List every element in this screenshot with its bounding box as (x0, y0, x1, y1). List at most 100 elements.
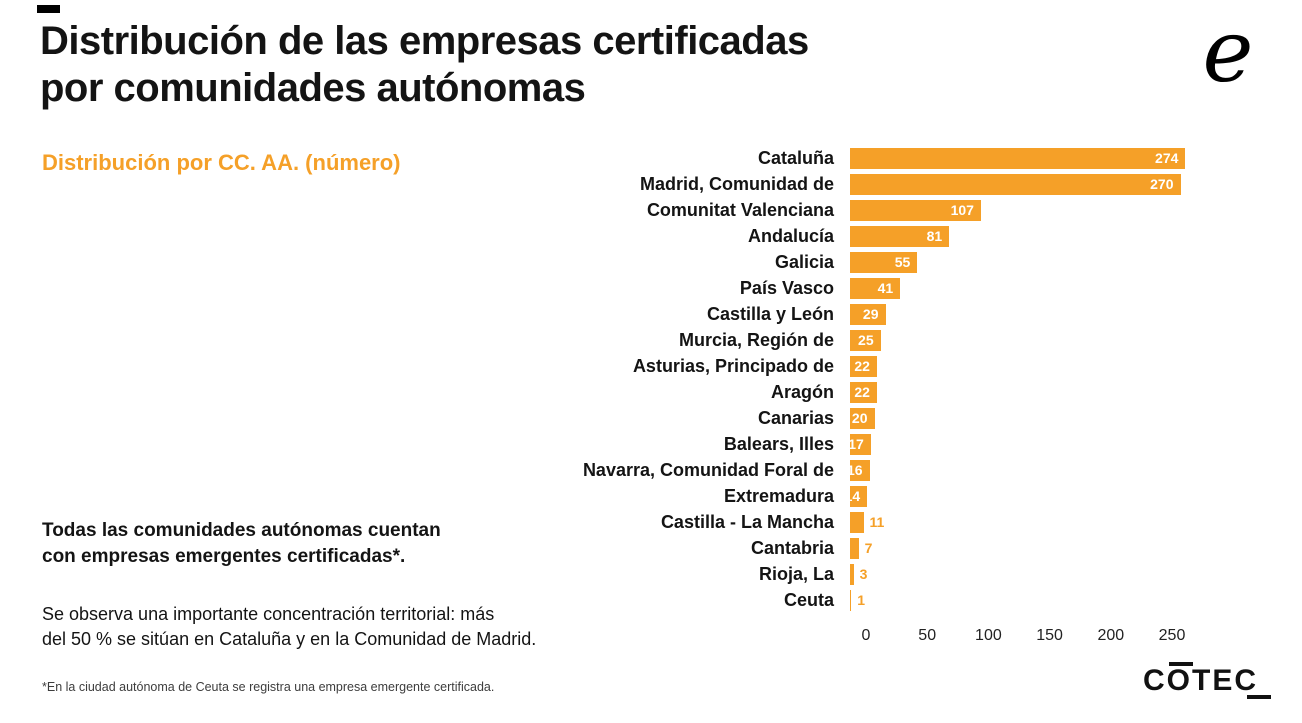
bar (850, 147, 1186, 169)
value-label: 22 (854, 357, 870, 374)
cotec-logo: COTEC (1143, 662, 1271, 699)
chart-row: Navarra, Comunidad Foral de 16 (480, 457, 1290, 483)
note-body: Se observa una importante concentración … (42, 604, 537, 650)
chart-row: Castilla - La Mancha 11 (480, 509, 1290, 535)
bar (850, 485, 868, 507)
bar-track: 274 (850, 147, 1270, 169)
chart-subtitle: Distribución por CC. AA. (número) (42, 150, 401, 175)
category-label: Murcia, Región de (678, 329, 834, 350)
value-label: 7 (864, 539, 873, 556)
category-label: Andalucía (747, 225, 834, 246)
bar (850, 563, 854, 585)
category-label: Canarias (757, 407, 834, 428)
value-label: 20 (851, 409, 868, 426)
bar (850, 225, 950, 247)
chart-row: Murcia, Región de 25 (480, 327, 1290, 353)
value-label: 11 (869, 513, 885, 530)
cotec-logo-text: COTEC (1143, 664, 1258, 697)
chart-row: Ceuta 1 (480, 587, 1290, 613)
chart-row: Canarias 20 (480, 405, 1290, 431)
category-label: Balears, Illes (723, 433, 834, 454)
category-label: Extremadura (723, 485, 834, 506)
bar-track: 22 (850, 355, 1270, 377)
chart-rows: Cataluña 274 Madrid, Comunidad de 270 Comuni… (480, 145, 1290, 613)
bar-track: 16 (847, 459, 1270, 481)
bar (850, 251, 918, 273)
bar-track: 20 (850, 407, 1270, 429)
chart-row: Comunitat Valenciana 107 (480, 197, 1290, 223)
x-axis-tick: 100 (975, 627, 1002, 644)
bar-track: 7 (850, 537, 1270, 559)
value-label: 41 (877, 279, 894, 296)
cotec-logo-underline (1247, 695, 1271, 699)
bar (850, 511, 864, 533)
note-bold: Todas las comunidades autónomas cuentan … (42, 520, 441, 567)
category-label: Ceuta (783, 589, 834, 610)
value-label: 14 (844, 487, 861, 504)
value-label: 17 (848, 435, 864, 452)
category-label: Madrid, Comunidad de (639, 173, 834, 194)
category-label: País Vasco (739, 277, 834, 298)
bar (850, 537, 859, 559)
value-label: 1 (857, 591, 866, 608)
cotec-logo-overline (1169, 662, 1193, 666)
bar (850, 381, 877, 403)
bar-track: 81 (850, 225, 1270, 247)
category-label: Aragón (771, 381, 834, 402)
chart-row: País Vasco 41 (480, 275, 1290, 301)
bar-chart: Cataluña 274 Madrid, Comunidad de 270 Comuni… (480, 145, 1290, 649)
bar (850, 303, 886, 325)
value-label: 81 (926, 227, 943, 244)
footnote: *En la ciudad autónoma de Ceuta se regis… (42, 680, 495, 694)
bar (850, 433, 871, 455)
bar (850, 173, 1181, 195)
value-label: 3 (859, 565, 868, 582)
chart-row: Rioja, La 3 (480, 561, 1290, 587)
bar (850, 355, 877, 377)
bar-track: 107 (850, 199, 1270, 221)
category-label: Castilla - La Mancha (660, 511, 834, 532)
bar (850, 277, 901, 299)
x-axis-tick: 250 (1158, 627, 1186, 644)
category-label: Rioja, La (758, 563, 834, 584)
bar (850, 407, 875, 429)
value-label: 107 (950, 201, 974, 218)
value-label: 29 (862, 305, 879, 322)
category-label: Galicia (774, 251, 834, 272)
chart-row: Asturias, Principado de 22 (480, 353, 1290, 379)
category-label: Cantabria (750, 537, 834, 558)
x-axis-tick: 0 (861, 627, 871, 644)
top-left-mark (37, 5, 60, 13)
bar (850, 459, 870, 481)
chart-row: Castilla y León 29 (480, 301, 1290, 327)
x-axis: 0 50 100 150 200 250 (862, 627, 1286, 649)
x-axis-tick: 150 (1036, 627, 1063, 644)
category-label: Navarra, Comunidad Foral de (582, 459, 834, 480)
value-label: 274 (1155, 149, 1179, 166)
bar-track: 25 (850, 329, 1270, 351)
bar-track: 270 (850, 173, 1270, 195)
value-label: 16 (847, 461, 863, 478)
bar-track: 14 (845, 485, 1270, 507)
bar-track: 3 (850, 563, 1270, 585)
page-title: Distribución de las empresas certificada… (40, 19, 809, 110)
chart-row: Cataluña 274 (480, 145, 1290, 171)
bar-track: 22 (850, 381, 1270, 403)
value-label: 25 (858, 331, 874, 348)
bar (850, 329, 881, 351)
category-label: Castilla y León (706, 303, 834, 324)
brand-e-icon: e (1202, 2, 1254, 102)
category-label: Cataluña (757, 147, 834, 168)
bar-track: 11 (850, 511, 1270, 533)
bar-track: 29 (850, 303, 1270, 325)
chart-row: Galicia 55 (480, 249, 1290, 275)
category-label: Asturias, Principado de (632, 355, 834, 376)
bar (850, 199, 981, 221)
chart-row: Aragón 22 (480, 379, 1290, 405)
bar-track: 41 (850, 277, 1270, 299)
x-axis-tick: 50 (918, 627, 937, 644)
chart-row: Andalucía 81 (480, 223, 1290, 249)
category-label: Comunitat Valenciana (646, 199, 834, 220)
bar-track: 17 (848, 433, 1270, 455)
